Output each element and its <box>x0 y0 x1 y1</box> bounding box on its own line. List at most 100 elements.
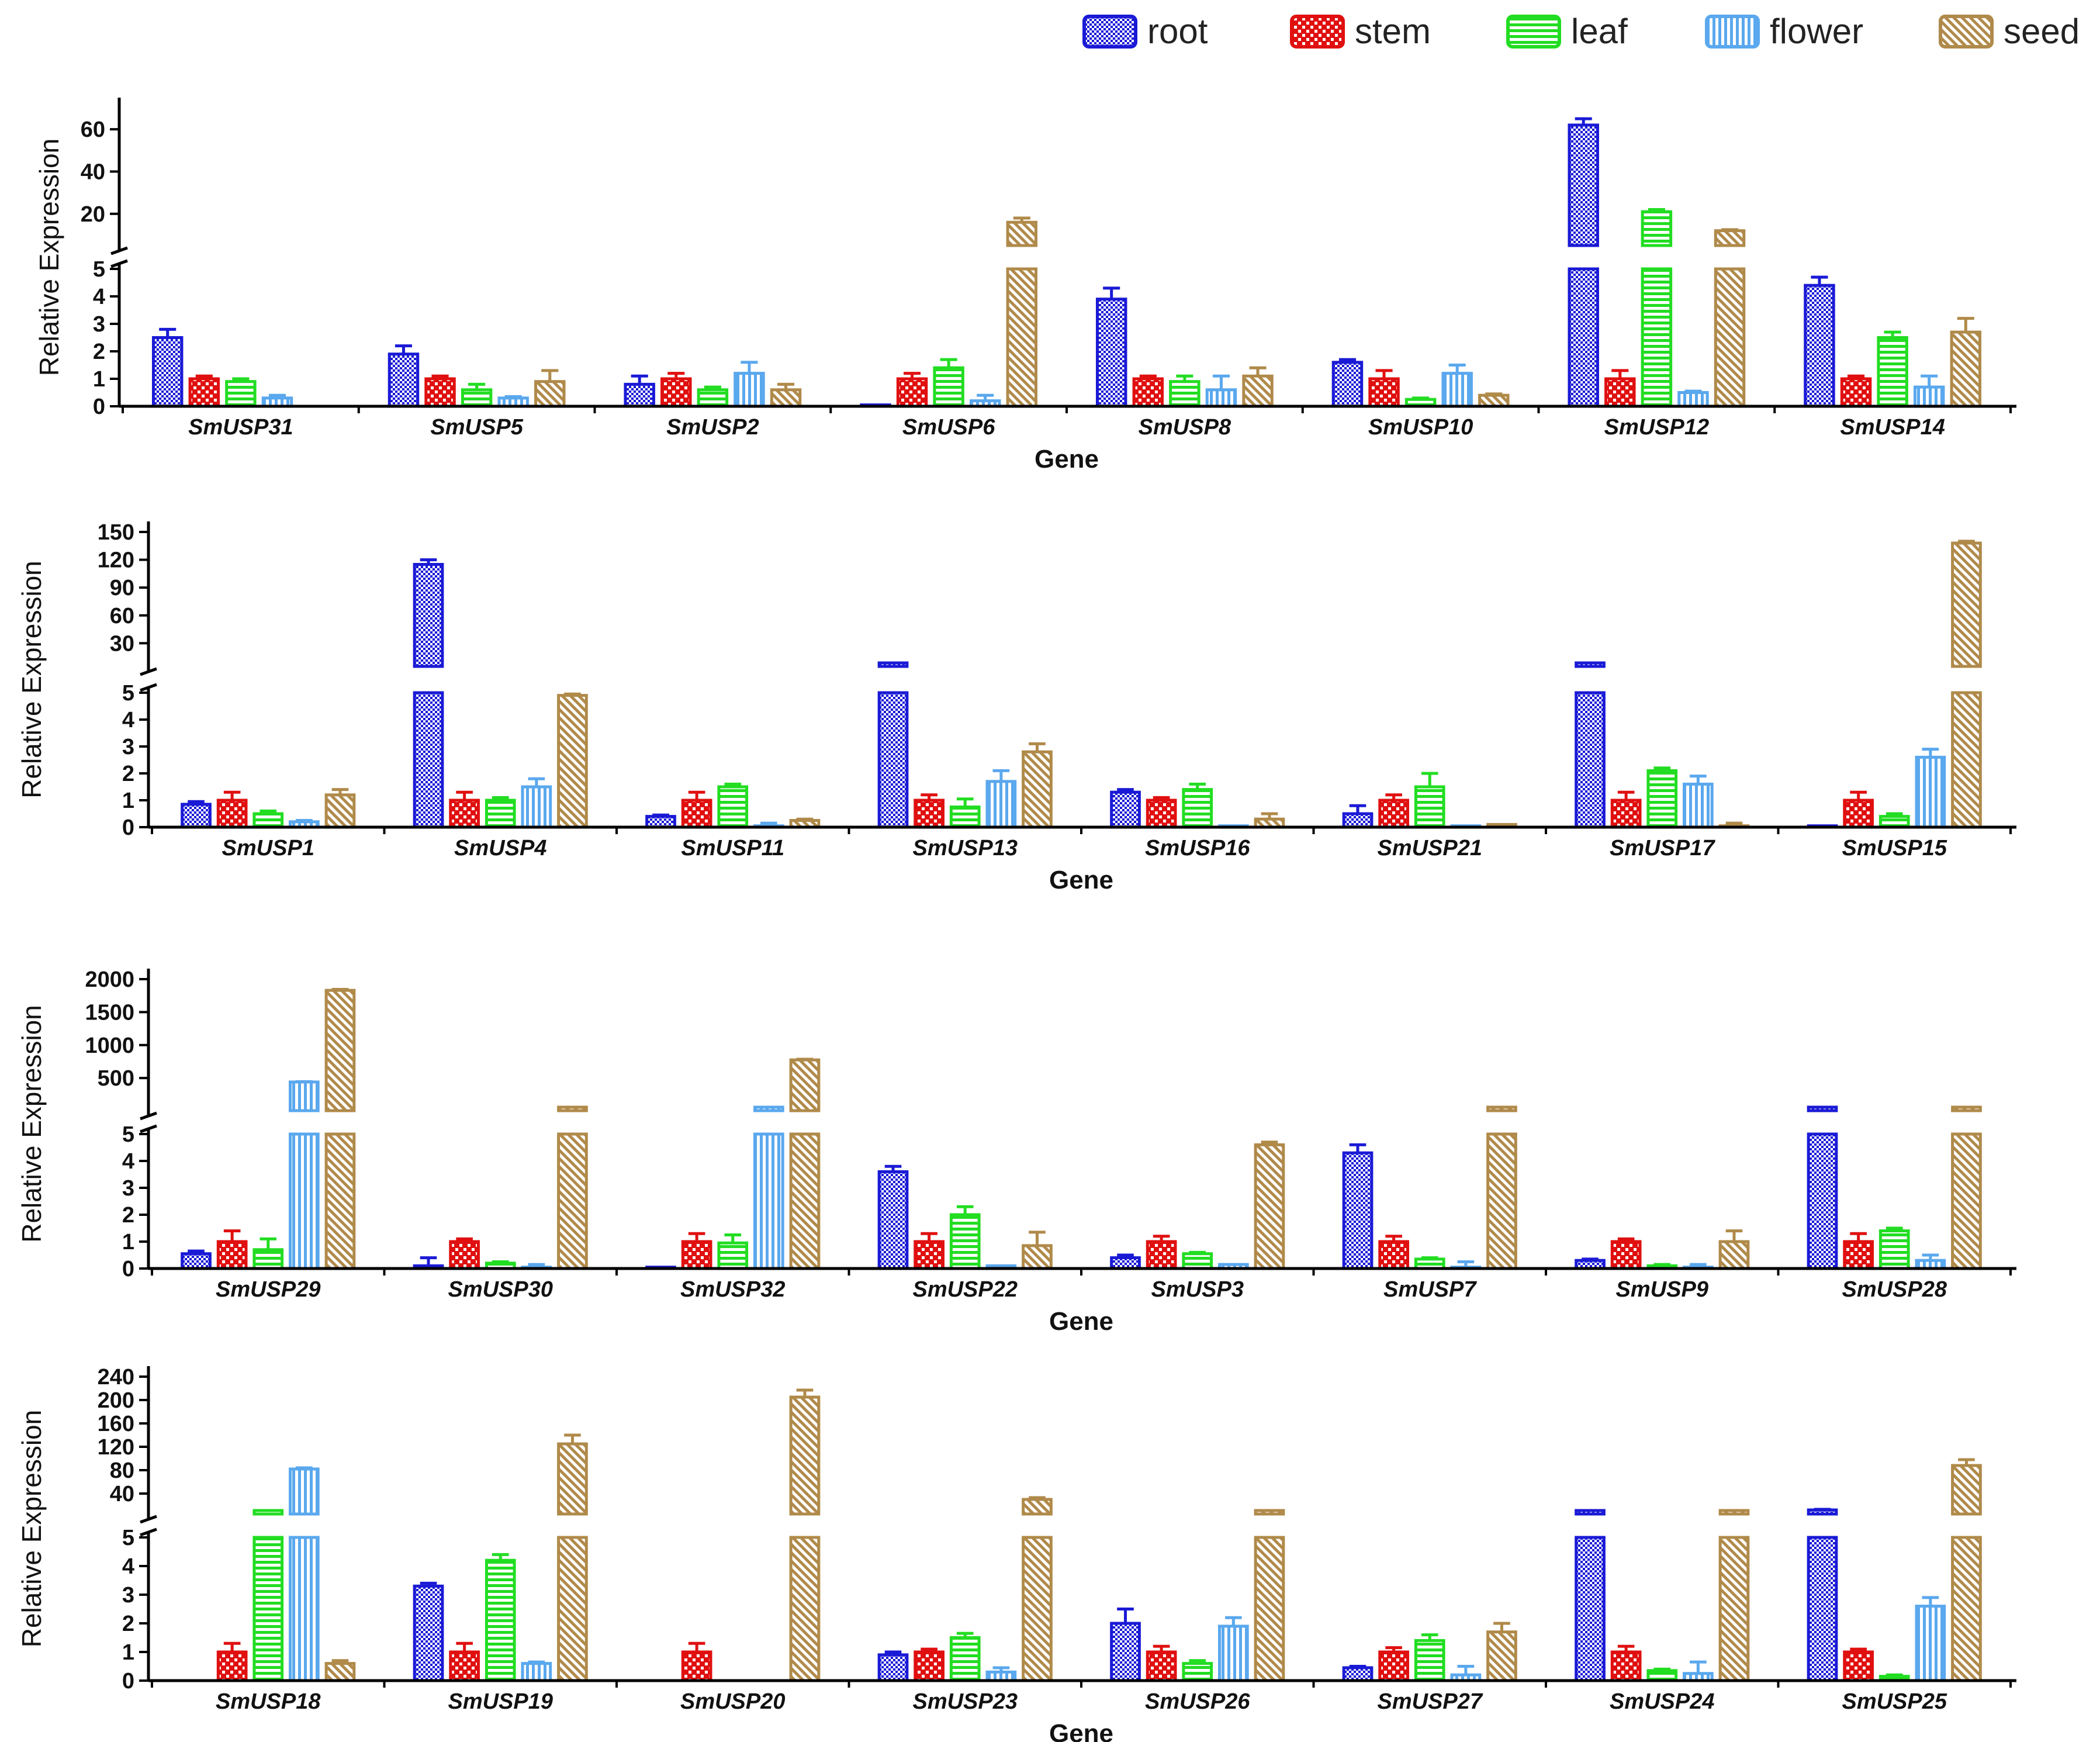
error-bar-SmUSP5-stem <box>431 374 449 379</box>
y-tick-label: 4 <box>122 1554 134 1579</box>
error-bar-SmUSP22-root <box>884 1164 902 1172</box>
error-bar-SmUSP32-leaf <box>724 1233 742 1243</box>
y-tick-label: 160 <box>98 1412 134 1436</box>
error-bar-SmUSP28-flower <box>1922 1253 1939 1261</box>
error-bar-SmUSP5-seed <box>541 369 559 382</box>
bar-SmUSP19-flower <box>521 1662 552 1682</box>
bar-SmUSP3-root <box>1110 1256 1141 1270</box>
error-bar-SmUSP19-seed <box>564 1433 581 1444</box>
error-bar-SmUSP27-stem <box>1385 1646 1402 1652</box>
bar-SmUSP29-seed-upper <box>324 988 356 1112</box>
error-bar-SmUSP19-leaf <box>492 1553 509 1561</box>
bar-SmUSP25-stem <box>1843 1650 1874 1682</box>
bar-SmUSP11-leaf <box>717 785 749 829</box>
bar-SmUSP26-seed-lower <box>1254 1536 1285 1682</box>
bar-SmUSP25-root-lower <box>1807 1536 1838 1682</box>
error-bar-SmUSP7-root <box>1349 1143 1366 1153</box>
error-bar-SmUSP8-flower <box>1212 374 1230 390</box>
bar-SmUSP16-leaf <box>1182 788 1213 829</box>
error-bar-SmUSP26-leaf <box>1189 1659 1206 1664</box>
chart-panel-4: SmUSP18 SmUSP19 SmUSP20 SmUSP23 SmUSP26 SmUSP… <box>16 1365 2016 1742</box>
error-bar-SmUSP3-stem <box>1153 1235 1170 1242</box>
bar-SmUSP24-seed-lower <box>1718 1536 1750 1682</box>
bar-SmUSP11-stem <box>681 799 712 829</box>
bar-SmUSP21-stem <box>1378 799 1409 829</box>
error-bar-SmUSP15-seed <box>1958 540 1975 544</box>
legend-item-leaf: leaf <box>1506 12 1628 51</box>
error-bar-SmUSP14-flower <box>1921 374 1938 388</box>
error-bar-SmUSP5-leaf <box>468 382 486 390</box>
y-axis-title: Relative Expression <box>16 1410 47 1648</box>
y-axis-title: Relative Expression <box>16 561 47 799</box>
error-bar-SmUSP12-flower <box>1684 389 1702 393</box>
error-bar-SmUSP16-seed <box>1261 812 1278 820</box>
error-bar-SmUSP6-stem <box>904 372 921 379</box>
error-bar-SmUSP25-leaf <box>1885 1673 1903 1677</box>
error-bar-SmUSP22-stem <box>921 1232 937 1242</box>
bar-SmUSP29-flower-upper <box>289 1080 320 1112</box>
bar-SmUSP23-seed-lower <box>1022 1536 1053 1682</box>
y-tick-label: 1000 <box>85 1034 134 1058</box>
error-bar-SmUSP7-flower <box>1457 1260 1475 1267</box>
error-bar-SmUSP6-seed <box>1013 216 1030 223</box>
error-bar-SmUSP29-leaf <box>260 1237 277 1250</box>
y-tick-label: 3 <box>93 312 105 337</box>
bar-SmUSP26-seed-upper <box>1254 1509 1285 1516</box>
y-tick-label: 4 <box>93 285 105 309</box>
bar-SmUSP32-flower-upper <box>753 1105 784 1112</box>
error-bar-SmUSP16-stem <box>1153 796 1170 800</box>
bar-SmUSP12-stem <box>1604 377 1636 408</box>
error-bar-SmUSP21-root <box>1349 804 1366 814</box>
y-axis <box>140 521 157 827</box>
bar-SmUSP4-root-upper <box>413 563 444 668</box>
error-bar-SmUSP7-leaf <box>1421 1256 1438 1260</box>
legend-item-root: root <box>1082 12 1208 51</box>
x-tick-label: SmUSP14 <box>1840 415 1945 440</box>
error-bar-SmUSP11-leaf <box>724 782 742 787</box>
legend-swatch-leaf <box>1506 15 1561 49</box>
bar-SmUSP7-stem <box>1378 1240 1409 1270</box>
bar-SmUSP24-root-lower <box>1575 1536 1606 1682</box>
bar-SmUSP2-leaf <box>697 388 729 408</box>
y-tick-label: 2 <box>122 1612 134 1636</box>
error-bar-SmUSP13-seed <box>1029 742 1046 752</box>
error-bar-SmUSP26-flower <box>1225 1616 1242 1626</box>
bar-SmUSP4-leaf <box>485 799 516 829</box>
x-tick-label: SmUSP27 <box>1377 1689 1483 1714</box>
bar-SmUSP9-seed <box>1718 1240 1750 1270</box>
error-bar-SmUSP11-stem <box>688 790 705 800</box>
bar-SmUSP7-seed-lower <box>1486 1132 1517 1270</box>
y-tick-label: 2 <box>122 762 134 786</box>
bar-SmUSP7-root <box>1342 1151 1374 1270</box>
bar-SmUSP6-seed-lower <box>1006 267 1038 408</box>
error-bar-SmUSP28-stem <box>1850 1232 1867 1242</box>
y-tick-label: 150 <box>98 520 134 545</box>
bar-SmUSP24-leaf <box>1646 1669 1678 1682</box>
x-tick-label: SmUSP7 <box>1383 1277 1477 1302</box>
error-bar-SmUSP28-leaf <box>1885 1226 1903 1231</box>
y-tick-label: 5 <box>122 681 134 706</box>
y-tick-label: 3 <box>122 1583 134 1608</box>
chart-panel-3: SmUSP29 SmUSP30 SmUSP32 SmUSP22 SmUSP3 SmUSP7… <box>16 967 2016 1336</box>
bar-SmUSP14-flower <box>1913 385 1945 408</box>
bar-SmUSP26-root <box>1110 1622 1141 1682</box>
bar-SmUSP17-root-upper <box>1575 661 1606 668</box>
error-bar-SmUSP23-seed <box>1029 1496 1046 1499</box>
bar-SmUSP32-stem <box>681 1240 712 1270</box>
bar-SmUSP14-leaf <box>1877 336 1908 408</box>
bar-SmUSP10-stem <box>1368 377 1400 408</box>
bar-SmUSP29-leaf <box>252 1248 284 1270</box>
x-tick-label: SmUSP21 <box>1377 836 1482 860</box>
bar-SmUSP28-seed-upper <box>1951 1105 1982 1112</box>
legend-item-stem: stem <box>1290 12 1431 51</box>
error-bar-SmUSP27-flower <box>1457 1665 1475 1675</box>
bar-SmUSP18-flower-upper <box>289 1467 320 1516</box>
error-bar-SmUSP22-seed <box>1029 1231 1046 1246</box>
bar-SmUSP29-flower-lower <box>289 1132 320 1270</box>
bar-SmUSP24-seed-upper <box>1718 1509 1750 1516</box>
bar-SmUSP13-root-lower <box>877 691 909 829</box>
y-axis <box>110 98 128 406</box>
error-bar-SmUSP21-leaf <box>1421 772 1438 787</box>
bar-SmUSP32-seed-upper <box>789 1058 821 1112</box>
error-bar-SmUSP31-flower <box>268 393 286 398</box>
